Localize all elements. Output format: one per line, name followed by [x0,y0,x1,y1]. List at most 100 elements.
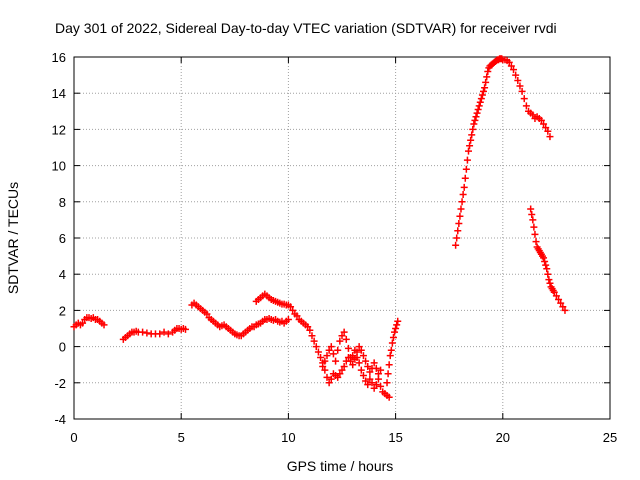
data-point [552,292,560,300]
data-point [458,198,466,206]
data-point [459,191,467,199]
data-point [472,113,480,121]
data-point [477,95,485,103]
data-point [544,270,552,278]
data-point [284,315,292,323]
data-point [452,241,460,249]
data-point [455,220,463,228]
data-point [532,238,540,246]
data-point [342,335,350,343]
data-point [461,174,469,182]
data-point [366,375,374,383]
data-point [364,363,372,371]
data-point [359,352,367,360]
data-point [512,71,520,79]
data-point [520,95,528,103]
series-segment-2 [119,325,189,343]
data-point [483,73,491,81]
data-point [387,346,395,354]
data-point [304,323,312,331]
data-point [314,348,322,356]
data-point [203,310,211,318]
data-point [317,353,325,361]
data-point [478,91,486,99]
data-point [325,346,333,354]
data-point [541,258,549,266]
data-point [471,116,479,124]
data-point [338,366,346,374]
data-point [468,131,476,139]
series-segment-6 [383,317,402,387]
data-point [308,332,316,340]
data-point [334,346,342,354]
data-point [529,111,537,119]
data-point [514,77,522,85]
data-point [385,393,393,401]
data-point [181,325,189,333]
data-point [529,216,537,224]
data-point [366,368,374,376]
data-point [368,379,376,387]
data-point [462,165,470,173]
y-tick-label: 4 [59,267,66,282]
data-point [540,254,548,262]
data-point [545,276,553,284]
data-point [384,370,392,378]
data-point [393,321,401,329]
data-point [454,227,462,235]
data-point [79,319,87,327]
y-tick-label: -4 [54,412,66,427]
data-point [476,98,484,106]
data-point [164,330,172,338]
data-point [377,366,385,374]
data-point [385,361,393,369]
y-tick-label: 6 [59,231,66,246]
data-point [156,330,164,338]
data-point [325,379,333,387]
data-point [559,303,567,311]
data-point [362,377,370,385]
data-point [391,328,399,336]
data-point [481,84,489,92]
data-point [561,306,569,314]
data-point [340,363,348,371]
grid-lines [74,57,610,419]
data-point [542,261,550,269]
data-point [456,212,464,220]
data-point [389,334,397,342]
data-point [528,210,536,218]
data-point [336,337,344,345]
data-point [351,355,359,363]
x-axis-label: GPS time / hours [287,458,394,474]
x-tick-label: 15 [388,430,402,445]
data-point [377,382,385,390]
data-point [557,299,565,307]
data-point [357,346,365,354]
data-point [347,353,355,361]
data-point [100,321,108,329]
data-point [466,142,474,150]
data-point [160,328,168,336]
y-tick-label: 10 [52,159,66,174]
data-point [321,357,329,365]
y-tick-label: 14 [52,86,66,101]
series-segment-7 [452,55,554,249]
data-point [475,102,483,110]
data-point [336,370,344,378]
series-segment-4 [252,290,393,401]
data-point [470,120,478,128]
data-point [370,384,378,392]
x-tick-label: 10 [281,430,295,445]
data-point [505,58,513,66]
data-point [306,326,314,334]
data-point [293,312,301,320]
y-tick-label: -2 [54,376,66,391]
y-tick-label: 16 [52,50,66,65]
data-point [542,124,550,132]
data-point [392,325,400,332]
data-point [332,357,340,365]
data-point [323,373,331,381]
series-segment-3 [188,299,292,340]
data-points [70,55,569,401]
